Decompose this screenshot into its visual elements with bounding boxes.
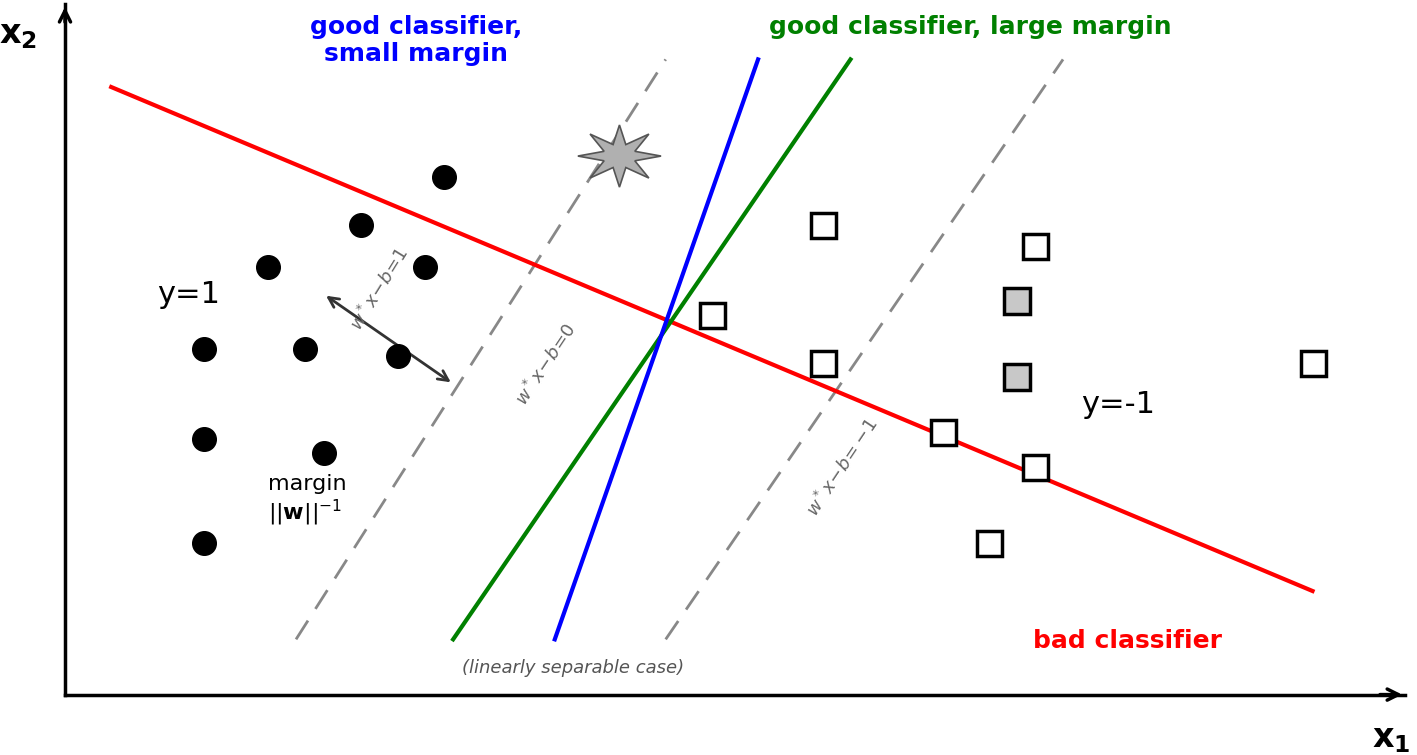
Text: $w^*x\!-\!b\!=\!0$: $w^*x\!-\!b\!=\!0$ <box>512 320 581 409</box>
Text: y=-1: y=-1 <box>1081 390 1155 419</box>
Text: good classifier,
small margin: good classifier, small margin <box>310 14 523 66</box>
Text: $w^*x\!-\!b\!=\!1$: $w^*x\!-\!b\!=\!1$ <box>347 244 414 334</box>
Text: (linearly separable case): (linearly separable case) <box>462 659 684 677</box>
Text: margin
$||\mathbf{w}||^{-1}$: margin $||\mathbf{w}||^{-1}$ <box>268 473 347 528</box>
Text: bad classifier: bad classifier <box>1033 629 1223 653</box>
Text: good classifier, large margin: good classifier, large margin <box>769 14 1172 39</box>
Text: $\mathbf{x_2}$: $\mathbf{x_2}$ <box>0 18 37 51</box>
Polygon shape <box>578 125 662 187</box>
Text: $w^*x\!-\!b\!=\!-\!1$: $w^*x\!-\!b\!=\!-\!1$ <box>802 415 881 520</box>
Text: y=1: y=1 <box>157 279 221 309</box>
Text: $\mathbf{x_1}$: $\mathbf{x_1}$ <box>1372 723 1410 755</box>
